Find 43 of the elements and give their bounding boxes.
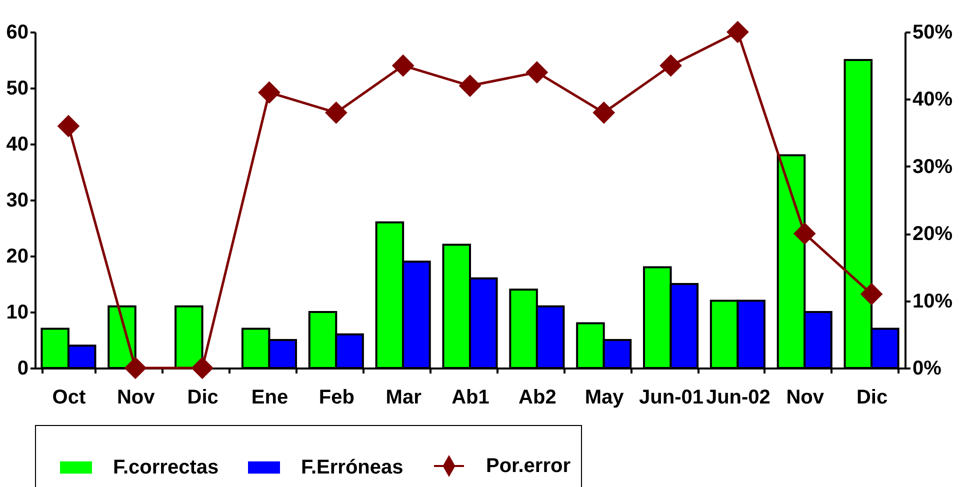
x-tick-label: Dic <box>856 386 888 408</box>
y2-tick-label: 0% <box>912 358 942 380</box>
x-tick-label: Nov <box>116 386 156 408</box>
x-tick-label: Nov <box>786 386 825 408</box>
y-tick-label: 0 <box>17 358 28 380</box>
y2-tick-label: 10% <box>912 290 953 312</box>
y-tick-label: 20 <box>6 246 28 268</box>
x-tick-label: Ab2 <box>518 386 556 408</box>
x-tick-label: May <box>584 386 625 408</box>
bar <box>174 305 204 369</box>
point <box>592 101 616 124</box>
x-tick-label: Mar <box>386 386 422 408</box>
point <box>191 356 214 380</box>
point <box>392 54 414 77</box>
point <box>258 81 280 104</box>
point <box>124 356 147 380</box>
y-tick-label: 60 <box>6 22 28 44</box>
y2-tick-label: 30% <box>912 156 953 178</box>
legend-label: F.Erróneas <box>301 456 404 478</box>
y2-tick-label: 20% <box>912 223 953 246</box>
x-tick-label: Jun-01 <box>639 386 704 408</box>
x-tick-label: Jun-02 <box>706 386 770 408</box>
x-tick-label: Oct <box>52 386 86 408</box>
point <box>57 114 80 138</box>
point <box>458 74 482 97</box>
y2-tick-label: 40% <box>912 88 953 111</box>
point <box>860 282 883 306</box>
legend-label: Por.error <box>486 455 571 477</box>
x-tick-label: Ab1 <box>452 386 490 408</box>
x-tick-label: Feb <box>318 386 354 408</box>
x-tick-label: Ene <box>251 386 288 408</box>
point <box>526 61 548 84</box>
y-tick-label: 30 <box>6 190 28 212</box>
point <box>324 101 348 124</box>
y-tick-label: 40 <box>6 134 28 156</box>
y2-tick-label: 50% <box>912 22 953 44</box>
y-tick-label: 50 <box>6 78 28 100</box>
y-tick-label: 10 <box>6 302 28 324</box>
point <box>660 54 682 77</box>
point <box>793 222 816 245</box>
point <box>726 20 749 44</box>
x-tick-label: Dic <box>187 386 218 408</box>
legend-label: F.correctas <box>113 456 219 478</box>
